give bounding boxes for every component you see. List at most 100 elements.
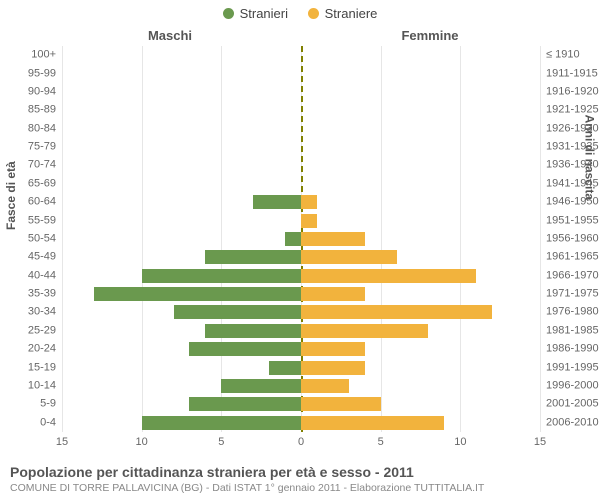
legend-item-male: Stranieri (223, 6, 288, 21)
pyramid-row: 80-841926-1930 (62, 120, 540, 138)
bar-male (205, 324, 301, 338)
age-label: 85-89 (28, 105, 62, 116)
pyramid-row: 55-591951-1955 (62, 211, 540, 229)
legend-dot-female (308, 8, 319, 19)
birth-year-label: 1911-1915 (540, 68, 598, 79)
bar-female (301, 305, 492, 319)
age-label: 40-44 (28, 270, 62, 281)
birth-year-label: 1976-1980 (540, 307, 599, 318)
pyramid-row: 20-241986-1990 (62, 340, 540, 358)
bar-female (301, 269, 476, 283)
pyramid-row: 65-691941-1945 (62, 175, 540, 193)
age-label: 55-59 (28, 215, 62, 226)
pyramid-row: 45-491961-1965 (62, 248, 540, 266)
birth-year-label: 1936-1940 (540, 160, 599, 171)
birth-year-label: 1951-1955 (540, 215, 599, 226)
age-label: 5-9 (40, 399, 62, 410)
age-label: 80-84 (28, 123, 62, 134)
bar-male (253, 195, 301, 209)
x-tick-label: 5 (218, 436, 224, 448)
pyramid-row: 100+≤ 1910 (62, 46, 540, 64)
bar-female (301, 379, 349, 393)
x-tick-label: 10 (136, 436, 148, 448)
age-label: 70-74 (28, 160, 62, 171)
birth-year-label: 1921-1925 (540, 105, 599, 116)
column-header-male: Maschi (0, 28, 300, 43)
birth-year-label: 1956-1960 (540, 233, 599, 244)
pyramid-row: 30-341976-1980 (62, 303, 540, 321)
legend-dot-male (223, 8, 234, 19)
birth-year-label: 2001-2005 (540, 399, 599, 410)
bar-female (301, 397, 381, 411)
pyramid-row: 90-941916-1920 (62, 83, 540, 101)
x-tick-label: 10 (454, 436, 466, 448)
column-header-female: Femmine (300, 28, 600, 43)
pyramid-row: 70-741936-1940 (62, 156, 540, 174)
age-label: 100+ (31, 50, 62, 61)
bar-male (189, 397, 301, 411)
birth-year-label: 1946-1950 (540, 197, 599, 208)
bar-male (94, 287, 301, 301)
bar-female (301, 232, 365, 246)
chart-title: Popolazione per cittadinanza straniera p… (10, 464, 590, 480)
pyramid-row: 5-92001-2005 (62, 395, 540, 413)
birth-year-label: 1961-1965 (540, 252, 599, 263)
birth-year-label: 1986-1990 (540, 344, 599, 355)
bar-female (301, 342, 365, 356)
age-label: 15-19 (28, 362, 62, 373)
x-tick-label: 0 (298, 436, 304, 448)
age-label: 65-69 (28, 178, 62, 189)
age-label: 30-34 (28, 307, 62, 318)
birth-year-label: 1926-1930 (540, 123, 599, 134)
rows-container: 100+≤ 191095-991911-191590-941916-192085… (62, 46, 540, 432)
legend-label-male: Stranieri (240, 6, 288, 21)
x-tick-label: 15 (56, 436, 68, 448)
age-label: 10-14 (28, 380, 62, 391)
pyramid-row: 75-791931-1935 (62, 138, 540, 156)
birth-year-label: 1916-1920 (540, 86, 599, 97)
bar-male (142, 269, 301, 283)
legend-label-female: Straniere (325, 6, 378, 21)
birth-year-label: 1981-1985 (540, 325, 599, 336)
x-tick-label: 5 (378, 436, 384, 448)
pyramid-row: 35-391971-1975 (62, 285, 540, 303)
bar-male (142, 416, 301, 430)
bar-female (301, 324, 428, 338)
birth-year-label: 2006-2010 (540, 417, 599, 428)
age-label: 20-24 (28, 344, 62, 355)
bar-female (301, 250, 397, 264)
birth-year-label: 1991-1995 (540, 362, 599, 373)
bar-female (301, 214, 317, 228)
y-axis-title-left: Fasce di età (4, 161, 18, 230)
footer: Popolazione per cittadinanza straniera p… (10, 464, 590, 494)
age-label: 50-54 (28, 233, 62, 244)
birth-year-label: 1941-1945 (540, 178, 599, 189)
bar-female (301, 195, 317, 209)
bar-female (301, 361, 365, 375)
bar-male (285, 232, 301, 246)
pyramid-row: 85-891921-1925 (62, 101, 540, 119)
birth-year-label: 1931-1935 (540, 142, 599, 153)
bar-male (174, 305, 301, 319)
pyramid-row: 15-191991-1995 (62, 358, 540, 376)
age-label: 75-79 (28, 142, 62, 153)
pyramid-row: 0-42006-2010 (62, 414, 540, 432)
bar-male (189, 342, 301, 356)
birth-year-label: ≤ 1910 (540, 50, 580, 61)
legend: Stranieri Straniere (0, 6, 600, 22)
chart-subtitle: COMUNE DI TORRE PALLAVICINA (BG) - Dati … (10, 482, 590, 494)
age-label: 45-49 (28, 252, 62, 263)
pyramid-row: 50-541956-1960 (62, 230, 540, 248)
birth-year-label: 1996-2000 (540, 380, 599, 391)
age-label: 60-64 (28, 197, 62, 208)
pyramid-row: 60-641946-1950 (62, 193, 540, 211)
age-label: 25-29 (28, 325, 62, 336)
bar-female (301, 416, 444, 430)
pyramid-row: 25-291981-1985 (62, 322, 540, 340)
bar-male (269, 361, 301, 375)
legend-item-female: Straniere (308, 6, 378, 21)
x-tick-label: 15 (534, 436, 546, 448)
age-label: 95-99 (28, 68, 62, 79)
bar-male (221, 379, 301, 393)
age-label: 35-39 (28, 289, 62, 300)
